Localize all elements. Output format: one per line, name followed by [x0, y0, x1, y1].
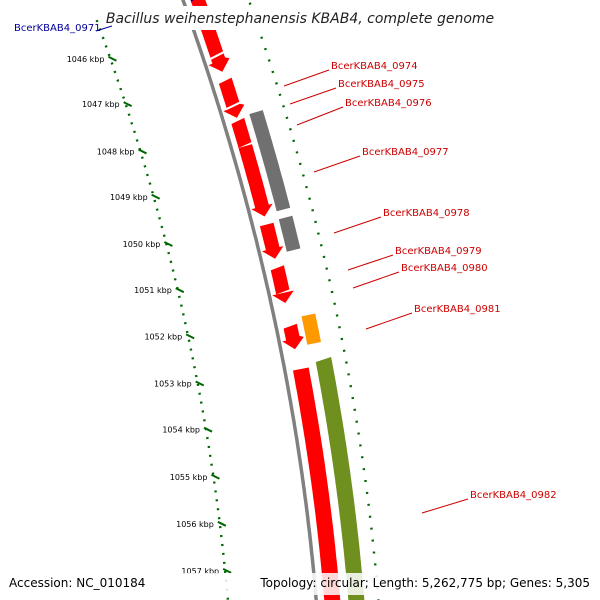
ruler-tick-label: 1048 kbp	[97, 147, 135, 156]
gene-label-g0981: BcerKBAB4_0981	[414, 304, 501, 315]
gene-labels: BcerKBAB4_0971 BcerKBAB4_0974 BcerKBAB4_09…	[14, 23, 557, 514]
gene-block	[293, 367, 341, 600]
gene-label-g0975: BcerKBAB4_0975	[338, 79, 425, 90]
gene-label-g0974: BcerKBAB4_0974	[331, 61, 418, 72]
accession-text: Accession: NC_010184	[9, 576, 145, 590]
gene-label-leader	[289, 87, 337, 105]
ruler-tick	[217, 520, 227, 527]
ruler-tick-label: 1049 kbp	[110, 193, 148, 202]
outer-tick-line	[247, 0, 380, 600]
ruler-tick	[195, 380, 205, 387]
ruler-tick-label: 1052 kbp	[144, 332, 182, 341]
ruler-tick	[211, 473, 220, 480]
map-title: Bacillus weihenstephanensis KBAB4, compl…	[106, 11, 494, 27]
gene-label-leader	[313, 155, 361, 173]
ruler-tick-label: 1046 kbp	[67, 55, 105, 64]
ruler-tick-label: 1055 kbp	[170, 473, 208, 482]
gene-block	[231, 117, 252, 148]
ruler-tick-label: 1051 kbp	[134, 286, 172, 295]
gene-label-leader	[296, 106, 344, 126]
gene-label-g0977: BcerKBAB4_0977	[362, 147, 449, 158]
ruler-tick	[163, 241, 173, 247]
ruler-tick-label: 1047 kbp	[82, 100, 120, 109]
inner-ruler-dots	[95, 19, 230, 600]
gene-label-g0971: BcerKBAB4_0971	[14, 23, 101, 34]
gene-block	[282, 323, 304, 350]
gene-block	[238, 144, 273, 217]
gene-label-leader	[352, 271, 400, 289]
ruler-tick-label: 1054 kbp	[162, 426, 200, 435]
gene-label-g0978: BcerKBAB4_0978	[383, 208, 470, 219]
gene-block	[208, 53, 230, 72]
gene-label-leader	[365, 312, 413, 330]
title-background	[112, 6, 490, 30]
ruler-tick	[175, 287, 185, 294]
gene-label-leader	[421, 498, 469, 514]
gene-label-g0982: BcerKBAB4_0982	[470, 490, 557, 501]
gene-block	[315, 357, 365, 600]
footer-background	[5, 573, 595, 595]
gene-block	[249, 110, 291, 212]
gene-label-leader	[283, 69, 330, 87]
ruler-tick-label: 1056 kbp	[176, 520, 214, 529]
ruler-tick-label: 1053 kbp	[154, 380, 192, 389]
gene-block	[301, 313, 321, 345]
gene-label-g0980: BcerKBAB4_0980	[401, 263, 488, 274]
gene-block	[270, 265, 290, 295]
ruler-tick	[151, 193, 161, 200]
gene-block	[272, 290, 294, 303]
gene-track	[181, 0, 380, 600]
gene-block	[218, 77, 240, 108]
gene-block	[223, 103, 245, 118]
gene-label-g0976: BcerKBAB4_0976	[345, 98, 432, 109]
ruler-tick	[185, 333, 195, 340]
kbp-ruler: 1046 kbp 1047 kbp 1048 kbp 1049 kbp 1050 kbp…	[67, 19, 232, 600]
ruler-tick	[138, 148, 147, 155]
gene-label-leader	[95, 25, 113, 32]
gene-label-g0979: BcerKBAB4_0979	[395, 246, 482, 257]
ruler-tick	[123, 101, 133, 108]
gene-block	[259, 222, 284, 259]
ruler-tick	[222, 567, 232, 574]
gene-block	[278, 215, 301, 252]
gene-label-leader	[333, 216, 382, 234]
ruler-tick-label: 1057 kbp	[181, 567, 219, 576]
ruler-tick	[203, 426, 213, 433]
gene-label-leader	[347, 254, 394, 271]
ruler-tick-label: 1050 kbp	[123, 240, 161, 249]
genome-backbone	[181, 0, 318, 600]
ruler-tick	[107, 55, 117, 62]
genome-summary-text: Topology: circular; Length: 5,262,775 bp…	[259, 576, 590, 590]
